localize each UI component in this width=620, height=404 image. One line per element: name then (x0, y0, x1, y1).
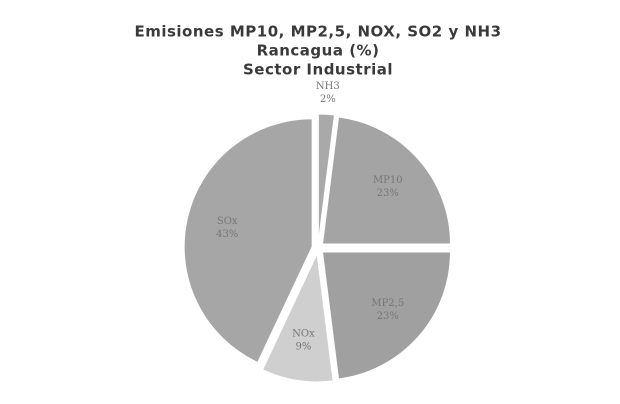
slice-value: 23% (377, 311, 399, 322)
slice-value: 43% (216, 229, 238, 240)
slice-value: 2% (320, 94, 336, 105)
slice-label: SOx (217, 216, 238, 227)
slice-label: NOx (292, 328, 315, 339)
slice-value: 23% (377, 188, 399, 199)
pie-slice (317, 113, 335, 243)
slice-label: MP2,5 (371, 298, 404, 309)
pie-slice (321, 116, 452, 245)
slice-label: NH3 (316, 81, 340, 92)
slice-label: MP10 (373, 175, 403, 186)
pie-slice (321, 251, 452, 380)
slice-value: 9% (296, 341, 312, 352)
pie-slice (183, 118, 313, 364)
chart-title: Sector Industrial (243, 61, 393, 79)
pie-slice (261, 252, 334, 383)
chart-title: Rancagua (%) (257, 42, 380, 60)
chart-title: Emisiones MP10, MP2,5, NOX, SO2 y NH3 (134, 23, 501, 41)
